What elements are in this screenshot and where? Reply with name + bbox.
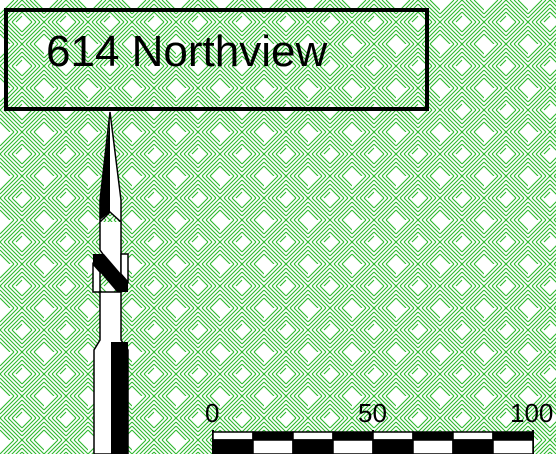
parcel-label[interactable]: 614 Northview bbox=[4, 8, 429, 111]
scale-segment-top bbox=[212, 431, 254, 441]
scale-segment-bottom bbox=[492, 439, 534, 454]
scale-segment-top bbox=[292, 431, 334, 441]
scale-segment-top bbox=[332, 431, 374, 441]
scale-bar: 0 50 100 bbox=[205, 398, 553, 454]
scale-segment-top bbox=[492, 431, 534, 441]
scale-segment-bottom bbox=[252, 439, 294, 454]
scale-segment-top bbox=[252, 431, 294, 441]
scale-segment-bottom bbox=[292, 439, 334, 454]
north-arrow-icon bbox=[92, 111, 129, 454]
scale-segment-bottom bbox=[212, 439, 254, 454]
scale-segment-bottom bbox=[452, 439, 494, 454]
scale-segment-bottom bbox=[412, 439, 454, 454]
parcel-label-text: 614 Northview bbox=[46, 27, 327, 76]
scale-tick-100: 100 bbox=[510, 398, 553, 428]
scale-segment-top bbox=[452, 431, 494, 441]
scale-segment-top bbox=[372, 431, 414, 441]
scale-segment-bottom bbox=[372, 439, 414, 454]
scale-segment-bottom bbox=[332, 439, 374, 454]
scale-segment-top bbox=[412, 431, 454, 441]
scale-tick-50: 50 bbox=[358, 398, 387, 428]
scale-tick-0: 0 bbox=[205, 398, 219, 428]
